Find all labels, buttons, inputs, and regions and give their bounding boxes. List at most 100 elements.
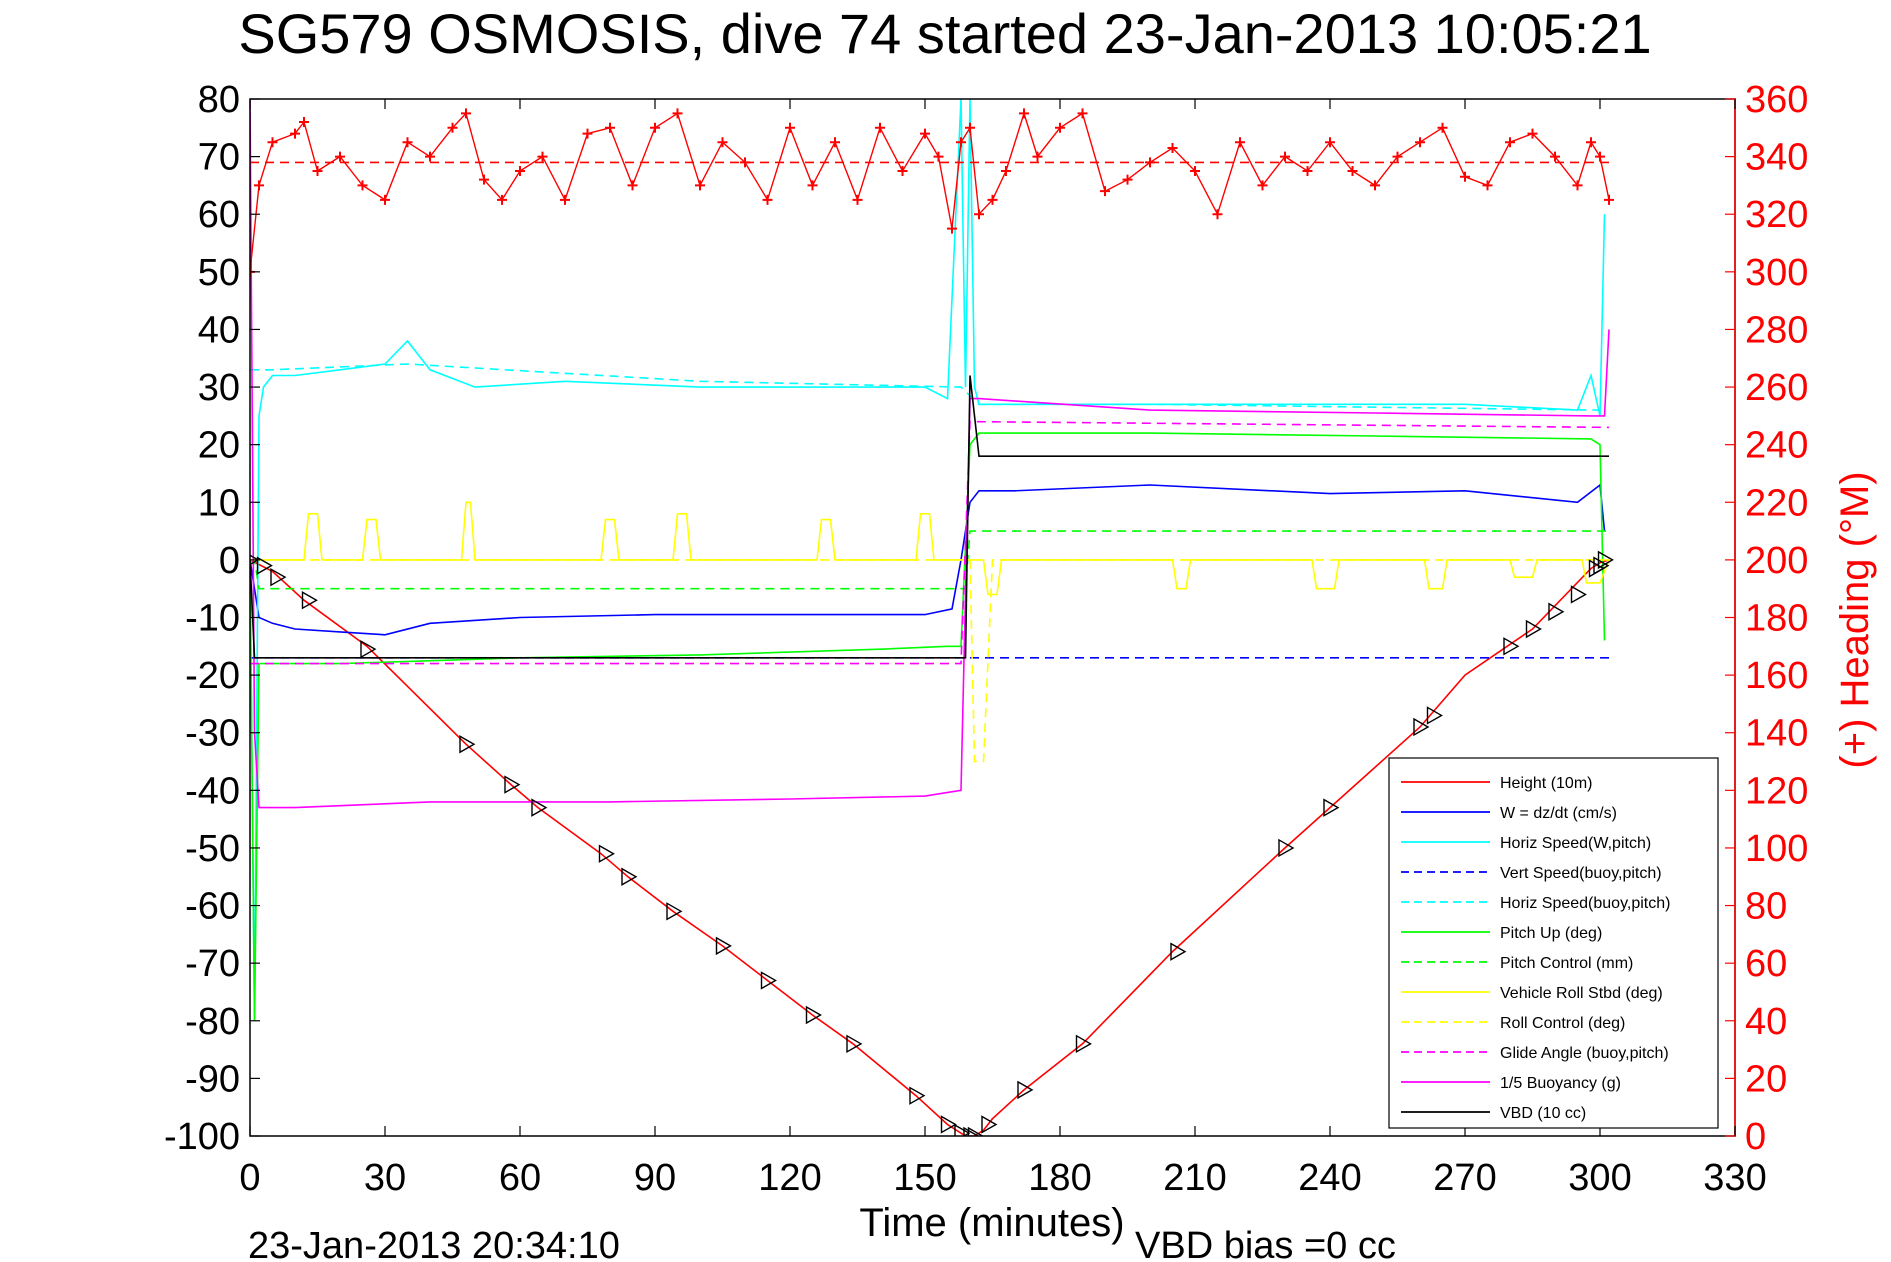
legend-label: Horiz Speed(W,pitch) (1500, 835, 1651, 852)
height-sample-marker (1170, 942, 1187, 961)
x-tick-label: 300 (1568, 1157, 1631, 1199)
height-sample-marker (1593, 556, 1610, 575)
heading-point (1550, 151, 1560, 162)
legend-label: VBD (10 cc) (1500, 1105, 1586, 1122)
x-tick-label: 270 (1433, 1157, 1496, 1199)
height-sample-marker (666, 902, 683, 921)
chart-title: SG579 OSMOSIS, dive 74 started 23-Jan-20… (238, 2, 1651, 65)
x-tick-label: 90 (634, 1157, 676, 1199)
heading-point (1055, 122, 1065, 133)
right-tick-label: 100 (1745, 828, 1808, 870)
legend-label: Roll Control (deg) (1500, 1015, 1625, 1032)
heading-point (830, 137, 840, 148)
height-sample-marker (598, 844, 615, 863)
height-sample-marker (963, 1126, 980, 1136)
y-tick-label: -60 (185, 886, 240, 928)
legend-label: Vert Speed(buoy,pitch) (1500, 865, 1662, 882)
heading-point (461, 108, 471, 119)
heading-point (402, 137, 413, 148)
y-tick-label: -40 (185, 770, 240, 812)
right-tick-label: 320 (1745, 194, 1808, 236)
series-line-roll-control-deg (250, 559, 1609, 763)
heading-point (875, 122, 885, 133)
height-sample-marker (981, 1115, 998, 1134)
heading-point (852, 194, 863, 205)
heading-point (1415, 137, 1425, 148)
right-tick-label: 240 (1745, 425, 1808, 467)
heading-point (956, 137, 966, 148)
heading-point (1019, 108, 1029, 119)
series-line-horiz-speed-buoy-pitch (250, 363, 1601, 411)
series-line-glide-angle-buoy-pitch (250, 420, 1610, 665)
height-sample-marker (250, 554, 260, 566)
heading-point (1032, 151, 1043, 162)
heading-point (947, 223, 957, 234)
height-sample-marker (1075, 1034, 1092, 1054)
heading-point (479, 174, 489, 185)
series-line-1-5-buoyancy-g (250, 99, 1610, 809)
height-sample-marker (846, 1034, 863, 1054)
right-tick-label: 180 (1745, 598, 1808, 640)
height-sample-marker (909, 1086, 926, 1105)
heading-point (717, 137, 728, 148)
heading-point (933, 151, 944, 162)
right-tick-label: 200 (1745, 540, 1808, 582)
heading-point (1212, 209, 1223, 220)
height-sample-marker (1570, 585, 1587, 604)
height-sample-marker (967, 1126, 984, 1136)
right-tick-label: 300 (1745, 252, 1808, 294)
legend-label: Pitch Control (mm) (1500, 955, 1633, 972)
right-tick-label: 120 (1745, 770, 1808, 812)
heading-point (1257, 180, 1268, 191)
x-tick-label: 180 (1028, 1157, 1091, 1199)
series-line-height-10m (250, 559, 1610, 1136)
right-tick-label: 0 (1745, 1116, 1766, 1158)
heading-point (290, 128, 300, 139)
legend: Height (10m) W = dz/dt (cm/s) Horiz Speed(… (1388, 757, 1719, 1129)
heading-point (299, 117, 309, 128)
height-sample-marker (531, 798, 548, 817)
height-sample-marker (1525, 619, 1542, 639)
right-tick-label: 160 (1745, 655, 1808, 697)
legend-label: Vehicle Roll Stbd (deg) (1500, 985, 1663, 1002)
y-tick-label: -100 (164, 1116, 240, 1158)
x-tick-label: 240 (1298, 1157, 1361, 1199)
heading-point (897, 166, 908, 177)
y-tick-label: -50 (185, 828, 240, 870)
heading-point (1100, 186, 1110, 197)
right-tick-label: 80 (1745, 886, 1787, 928)
heading-point (974, 209, 984, 220)
height-sample-marker (256, 556, 273, 575)
legend-label: Pitch Up (deg) (1500, 925, 1602, 942)
height-sample-marker (954, 1123, 971, 1136)
x-tick-label: 120 (758, 1157, 821, 1199)
y-tick-label: 70 (198, 137, 240, 179)
heading-point (987, 194, 998, 205)
x-tick-label: 330 (1703, 1157, 1766, 1199)
right-tick-label: 60 (1745, 943, 1787, 985)
right-tick-label: 220 (1745, 482, 1808, 524)
legend-label: 1/5 Buoyancy (g) (1500, 1075, 1621, 1092)
heading-point (1235, 137, 1245, 148)
height-sample-marker (1426, 706, 1443, 725)
series-line-vbd-10-cc (250, 375, 1609, 659)
y-tick-label: 0 (219, 540, 240, 582)
heading-point (515, 166, 525, 177)
heading-point (1595, 151, 1605, 162)
heading-point (312, 166, 323, 177)
heading-point (1167, 142, 1178, 153)
legend-label: W = dz/dt (cm/s) (1500, 805, 1617, 822)
heading-point (497, 194, 507, 205)
heading-point (1280, 151, 1290, 162)
y-tick-label: 10 (198, 482, 240, 524)
height-sample-marker (621, 867, 638, 886)
heading-point (1527, 128, 1538, 139)
y-tick-label: 50 (198, 252, 240, 294)
heading-point (1392, 151, 1403, 162)
height-sample-marker (1548, 602, 1565, 621)
height-sample-marker (940, 1115, 957, 1134)
right-tick-label: 40 (1745, 1001, 1787, 1043)
series-line-w-dz-dt-cm-s (250, 483, 1606, 636)
legend-label: Horiz Speed(buoy,pitch) (1500, 895, 1670, 912)
